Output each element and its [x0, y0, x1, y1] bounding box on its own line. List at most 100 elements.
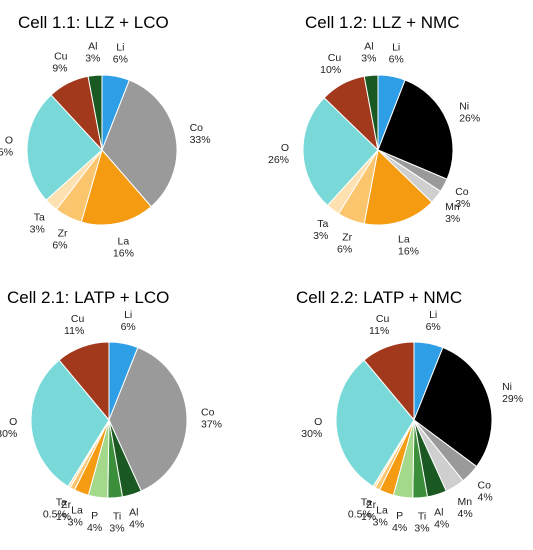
slice-label-cu: Cu: [54, 51, 68, 63]
slice-value-o: 30%: [301, 428, 322, 440]
pie-slice-o: [26, 94, 103, 201]
slice-value-co: 37%: [201, 419, 222, 431]
slice-value-cu: 11%: [369, 325, 389, 337]
pie-slice-cu: [58, 341, 110, 422]
slice-label-al: Al: [434, 506, 443, 518]
pie-slice-al: [363, 74, 379, 151]
slice-label-cu: Cu: [328, 52, 342, 64]
slice-label-co: Co: [455, 186, 469, 198]
slice-value-cu: 9%: [52, 63, 67, 75]
slice-label-al: Al: [88, 40, 97, 52]
slice-value-ta: 3%: [313, 230, 328, 242]
slice-value-al: 4%: [129, 518, 144, 530]
slice-label-ta: Ta: [56, 497, 67, 509]
chart-title-cell-1-1: Cell 1.1: LLZ + LCO: [18, 13, 169, 32]
pie-slice-ni: [413, 346, 493, 468]
slice-label-al: Al: [129, 506, 138, 518]
slice-label-ta: Ta: [361, 497, 372, 509]
slice-label-mn: Mn: [458, 496, 473, 508]
slice-value-ta: 0.5%: [43, 509, 67, 521]
slice-value-al: 4%: [434, 518, 449, 530]
slice-label-co: Co: [190, 122, 204, 134]
slice-value-zr: 6%: [337, 243, 352, 255]
slice-label-o: O: [314, 416, 322, 428]
pie-slice-o: [30, 359, 110, 488]
slice-value-co: 3%: [455, 198, 470, 210]
slice-label-zr: Zr: [342, 231, 352, 243]
slice-value-la: 3%: [68, 516, 83, 528]
slice-value-li: 6%: [113, 54, 128, 66]
slice-label-p: P: [91, 510, 98, 522]
pie-slice-co: [101, 79, 178, 208]
slice-label-li: Li: [124, 309, 132, 321]
slice-value-la: 16%: [398, 245, 419, 257]
slice-value-la: 16%: [113, 248, 134, 260]
slice-value-ta: 0.5%: [348, 509, 372, 521]
slice-label-ta: Ta: [317, 218, 328, 230]
pie-cell-2-1: Li6%Co37%Al4%Ti3%P4%La3%Zr1%Ta0.5%O30%Cu…: [0, 309, 222, 535]
slice-value-o: 26%: [268, 154, 289, 166]
chart-title-cell-2-1: Cell 2.1: LATP + LCO: [7, 288, 169, 307]
pie-slice-ni: [377, 79, 454, 180]
pie-cell-1-2: Li6%Ni26%Co3%Mn3%La16%Zr6%Ta3%O26%Cu10%A…: [268, 40, 480, 257]
slice-label-o: O: [5, 134, 13, 146]
slice-value-cu: 11%: [64, 325, 84, 337]
slice-label-cu: Cu: [71, 313, 85, 325]
slice-value-cu: 10%: [320, 64, 341, 76]
chart-title-cell-1-2: Cell 1.2: LLZ + NMC: [305, 13, 459, 32]
slice-value-zr: 6%: [52, 239, 67, 251]
slice-label-li: Li: [116, 42, 124, 54]
slice-value-p: 4%: [392, 522, 407, 534]
pie-slice-al: [87, 74, 103, 151]
slice-label-zr: Zr: [61, 499, 71, 511]
slice-label-la: La: [71, 504, 83, 516]
slice-value-o: 30%: [0, 428, 17, 440]
pie-slice-la: [80, 148, 152, 226]
pie-slice-la: [363, 148, 433, 226]
slice-value-ti: 3%: [109, 523, 124, 535]
slice-label-o: O: [281, 142, 289, 154]
slice-label-ta: Ta: [34, 212, 45, 224]
slice-label-la: La: [118, 236, 130, 248]
slice-value-li: 6%: [121, 321, 136, 333]
slice-label-la: La: [398, 233, 410, 245]
slice-label-al: Al: [364, 40, 373, 52]
slice-label-co: Co: [201, 407, 215, 419]
pie-slice-o: [302, 97, 379, 207]
slice-label-co: Co: [478, 480, 492, 492]
slice-value-zr: 1%: [56, 511, 71, 523]
pie-slice-o: [335, 359, 415, 488]
slice-label-li: Li: [429, 309, 437, 321]
slice-value-la: 3%: [373, 516, 388, 528]
slice-label-li: Li: [392, 42, 400, 54]
pie-cell-2-2: Li6%Ni29%Co4%Mn4%Al4%Ti3%P4%La3%Zr1%Ta0.…: [301, 309, 523, 535]
slice-value-ta: 3%: [30, 224, 45, 236]
slice-value-mn: 3%: [445, 213, 460, 225]
slice-value-ti: 3%: [414, 523, 429, 535]
chart-title-cell-2-2: Cell 2.2: LATP + NMC: [296, 288, 462, 307]
pie-slice-cu: [363, 341, 415, 422]
slice-label-o: O: [9, 416, 17, 428]
slice-value-o: 25%: [0, 146, 13, 158]
pie-slice-co: [108, 346, 188, 492]
slice-value-li: 6%: [426, 321, 441, 333]
slice-value-al: 3%: [85, 52, 100, 64]
slice-label-ti: Ti: [418, 511, 426, 523]
slice-value-p: 4%: [87, 522, 102, 534]
slice-value-mn: 4%: [458, 508, 473, 520]
slice-label-cu: Cu: [376, 313, 390, 325]
slice-value-co: 4%: [478, 492, 493, 504]
slice-label-p: P: [396, 510, 403, 522]
slice-value-al: 3%: [361, 52, 376, 64]
slice-label-mn: Mn: [445, 201, 460, 213]
slice-value-zr: 1%: [361, 511, 376, 523]
slice-value-ni: 29%: [502, 393, 523, 405]
slice-label-la: La: [376, 504, 388, 516]
slice-label-ni: Ni: [502, 381, 512, 393]
slice-label-ni: Ni: [459, 100, 469, 112]
slice-value-ni: 26%: [459, 112, 480, 124]
slice-label-zr: Zr: [366, 499, 376, 511]
slice-label-ti: Ti: [113, 511, 121, 523]
